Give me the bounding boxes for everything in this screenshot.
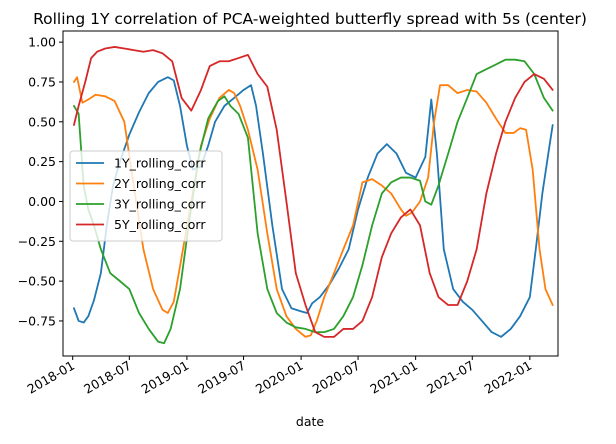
x-tick-label: 2022-01 — [482, 358, 535, 397]
legend-box — [69, 150, 223, 242]
legend-label: 3Y_rolling_corr — [114, 197, 206, 212]
y-tick-label: −0.50 — [18, 274, 56, 289]
x-tick-label: 2018-01 — [24, 358, 77, 397]
series-line-1y-rolling-corr — [73, 76, 554, 338]
x-tick-label: 2021-01 — [367, 358, 420, 397]
plot-frame — [62, 30, 559, 357]
y-tick-label: 0.25 — [28, 154, 56, 169]
y-axis: −0.75 −0.50 −0.25 0.00 0.25 0.50 0.75 1.00 — [18, 35, 63, 328]
legend: 1Y_rolling_corr 2Y_rolling_corr 3Y_rolling… — [69, 150, 223, 242]
x-tick-label: 2020-01 — [253, 358, 306, 397]
x-tick-label: 2019-01 — [139, 358, 192, 397]
y-tick-label: 0.00 — [28, 194, 56, 209]
y-tick-label: 0.75 — [28, 74, 56, 89]
x-tick-label: 2020-07 — [310, 358, 363, 397]
series-line-3y-rolling-corr — [73, 58, 554, 345]
legend-label: 5Y_rolling_corr — [114, 217, 206, 232]
x-tick-label: 2019-07 — [195, 358, 248, 397]
x-axis: 2018-01 2018-07 2019-01 2019-07 2020-01 2020-… — [24, 356, 534, 397]
y-tick-label: −0.75 — [18, 313, 56, 328]
series-layer — [73, 46, 554, 345]
x-tick-label: 2021-07 — [424, 358, 477, 397]
y-tick-label: −0.25 — [18, 234, 56, 249]
chart-title: Rolling 1Y correlation of PCA-weighted b… — [33, 10, 587, 28]
y-tick-label: 0.50 — [28, 114, 56, 129]
x-axis-label: date — [296, 414, 324, 429]
legend-label: 1Y_rolling_corr — [114, 156, 206, 171]
legend-label: 2Y_rolling_corr — [114, 176, 206, 191]
y-tick-label: 1.00 — [28, 35, 56, 50]
x-tick-label: 2018-07 — [81, 358, 134, 397]
series-line-5y-rolling-corr — [73, 46, 554, 338]
